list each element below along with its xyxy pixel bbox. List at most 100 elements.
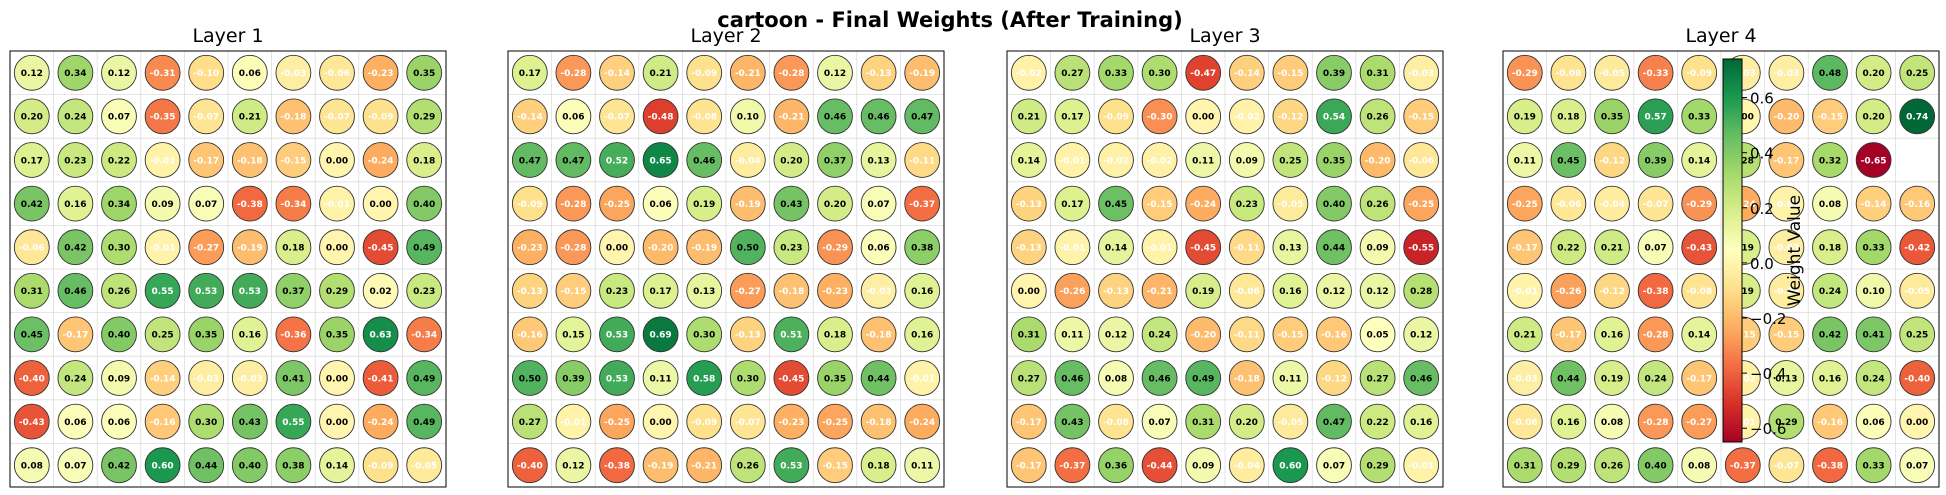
weight-cell	[1550, 54, 1587, 91]
weight-label: -0.24	[909, 418, 935, 428]
weight-label: 0.17	[1061, 113, 1083, 123]
weight-cell	[101, 272, 137, 309]
weight-label: 0.65	[649, 156, 671, 166]
weight-label: -0.25	[1512, 200, 1538, 210]
weight-label: 0.46	[1061, 374, 1083, 384]
weight-cell	[1637, 229, 1674, 266]
weight-cell	[686, 98, 723, 135]
weight-label: -0.18	[866, 418, 892, 428]
weight-cell	[1594, 316, 1630, 353]
weight-label: 0.18	[413, 156, 435, 166]
weight-cell	[729, 403, 766, 440]
weight-label: -0.01	[560, 418, 586, 428]
weight-cell	[1724, 447, 1761, 484]
weight-label: 0.24	[1148, 331, 1170, 341]
weight-label: 0.09	[108, 374, 130, 384]
weight-cell	[1316, 316, 1352, 353]
weight-label: 0.08	[1601, 418, 1623, 428]
weight-cell	[1054, 229, 1091, 266]
weight-label: 0.00	[1732, 113, 1754, 123]
weight-label: -0.25	[604, 200, 630, 210]
weight-label: -0.37	[909, 200, 935, 210]
weight-label: 0.16	[239, 331, 261, 341]
weight-cell	[1681, 360, 1718, 396]
weight-label: -0.28	[560, 200, 586, 210]
weight-label: 0.00	[326, 244, 348, 254]
weight-cell	[1899, 447, 1936, 484]
weight-cell	[860, 142, 897, 178]
weight-label: -0.16	[150, 418, 176, 428]
weight-cell	[1141, 316, 1178, 353]
weight-label: 0.06	[1862, 418, 1884, 428]
weight-label: -0.15	[1408, 113, 1434, 123]
weight-label: -0.13	[1103, 287, 1129, 297]
weight-cell	[1768, 54, 1805, 91]
weight-cell	[362, 360, 399, 396]
weight-label: -0.04	[1234, 462, 1260, 472]
weight-label: 0.17	[21, 156, 43, 166]
weight-cell	[773, 447, 810, 484]
weight-cell	[860, 272, 897, 309]
layer-panel: -0.29 -0.08 -0.05 -0.33 -0.09 -0.03 -0.03 0.48 0…	[1502, 25, 1940, 488]
weight-label: 0.46	[693, 156, 715, 166]
weight-cell	[1098, 98, 1134, 135]
weight-label: 0.07	[108, 113, 130, 123]
weight-cell	[362, 98, 399, 135]
weight-label: 0.13	[867, 156, 889, 166]
weight-label: -0.15	[822, 462, 848, 472]
weight-cell	[13, 98, 50, 135]
weight-cell	[1054, 360, 1091, 396]
weight-label: 0.17	[519, 69, 541, 79]
weight-cell	[1272, 316, 1309, 353]
weight-cell	[13, 272, 50, 309]
weight-label: 0.49	[413, 244, 435, 254]
weight-cell	[188, 185, 225, 222]
weight-cell	[599, 360, 635, 396]
weight-cell	[860, 54, 897, 91]
weight-cell	[1228, 272, 1265, 309]
weight-label: 0.18	[282, 244, 304, 254]
weight-label: 0.12	[562, 462, 584, 472]
weight-label: -0.09	[368, 462, 394, 472]
weight-cell	[101, 98, 137, 135]
weight-label: 0.00	[606, 244, 628, 254]
weight-label: -0.34	[411, 331, 437, 341]
weight-label: 0.23	[780, 244, 802, 254]
weight-cell	[1228, 403, 1265, 440]
weight-label: -0.02	[1730, 374, 1756, 384]
weight-label: 0.16	[64, 200, 86, 210]
weight-cell	[729, 447, 766, 484]
weight-label: -0.25	[822, 418, 848, 428]
panel-frame	[507, 50, 945, 488]
weight-label: 0.33	[1862, 462, 1884, 472]
grid-lines	[10, 51, 446, 487]
weight-label: 0.19	[1732, 287, 1754, 297]
weight-cell	[1550, 229, 1587, 266]
weight-label: -0.09	[1103, 113, 1129, 123]
weight-label: -0.41	[368, 374, 394, 384]
weight-label: 0.57	[1644, 113, 1666, 123]
colorbar: 0.6 0.4 0.2 0.0 −0.2 −0.4 −0.6 Weight Value	[1722, 58, 1805, 443]
weight-label: 0.27	[1018, 374, 1040, 384]
weight-label: 0.11	[649, 374, 671, 384]
weight-cell	[362, 229, 399, 266]
weight-label: 0.34	[108, 200, 130, 210]
weight-cell	[1272, 360, 1309, 396]
weight-cell	[1316, 185, 1352, 222]
weight-label: -0.01	[150, 156, 176, 166]
weight-label: 0.47	[1323, 418, 1345, 428]
weight-label: 0.29	[1775, 418, 1797, 428]
weight-label: 0.10	[1862, 287, 1884, 297]
weight-label: 0.07	[1148, 418, 1170, 428]
weight-label: 0.11	[911, 462, 933, 472]
weight-label: 0.11	[1279, 374, 1301, 384]
weight-label: -0.24	[1730, 200, 1756, 210]
weight-cell	[362, 403, 399, 440]
weight-cell	[817, 316, 853, 353]
weight-cell	[188, 54, 225, 91]
weight-label: 0.20	[1236, 418, 1258, 428]
weight-cell	[1272, 142, 1309, 178]
weight-cell	[1637, 447, 1674, 484]
weight-label: -0.11	[1234, 331, 1260, 341]
weight-label: -0.07	[193, 113, 219, 123]
